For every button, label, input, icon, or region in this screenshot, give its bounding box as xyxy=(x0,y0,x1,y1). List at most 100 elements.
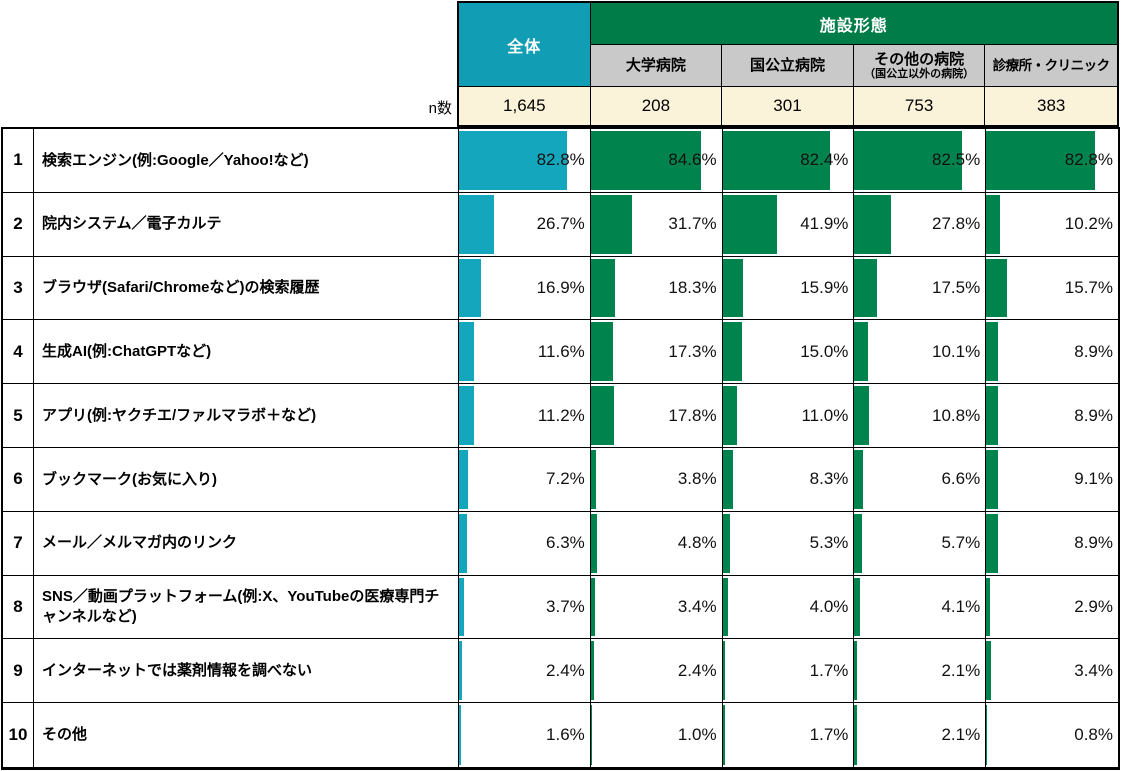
value-label: 3.8% xyxy=(677,469,717,489)
data-cell: 2.1% xyxy=(854,703,987,767)
data-cell: 6.6% xyxy=(854,447,987,512)
data-cell: 18.3% xyxy=(590,256,723,321)
value-label: 2.9% xyxy=(1074,596,1113,616)
value-label: 15.7% xyxy=(1064,277,1113,297)
data-cell: 3.4% xyxy=(590,575,723,640)
value-bar xyxy=(590,322,614,382)
value-bar xyxy=(590,705,593,765)
value-label: 10.1% xyxy=(931,341,981,361)
data-cell: 4.1% xyxy=(854,575,987,640)
row-rank: 6 xyxy=(3,447,34,512)
value-bar xyxy=(590,449,596,509)
table-body: 1 検索エンジン(例:Google／Yahoo!など) 82.8% 84.6% 82.4… xyxy=(1,127,1120,770)
row-label: その他 xyxy=(34,703,459,767)
value-label: 3.4% xyxy=(677,596,717,616)
value-label: 84.6% xyxy=(668,150,717,170)
data-cell: 15.0% xyxy=(722,320,855,385)
value-bar xyxy=(590,386,615,445)
value-label: 1.0% xyxy=(677,725,717,745)
data-cell: 5.3% xyxy=(722,511,855,576)
value-bar xyxy=(722,641,725,701)
data-cell: 8.9% xyxy=(986,320,1118,385)
value-bar xyxy=(590,194,633,254)
data-cell: 0.8% xyxy=(986,703,1118,767)
n-value-university-hospital: 208 xyxy=(590,87,723,125)
value-label: 82.4% xyxy=(800,150,849,170)
data-cell: 82.5% xyxy=(854,129,987,193)
data-cell: 3.8% xyxy=(590,447,723,512)
row-rank: 8 xyxy=(3,575,34,640)
value-label: 3.7% xyxy=(546,596,585,616)
row-rank: 5 xyxy=(3,384,34,448)
value-label: 8.9% xyxy=(1074,405,1113,425)
row-rank: 2 xyxy=(3,192,34,257)
value-bar xyxy=(854,131,963,190)
data-cell: 16.9% xyxy=(459,256,591,321)
data-cell: 9.1% xyxy=(986,447,1118,512)
value-bar xyxy=(854,577,860,637)
value-bar xyxy=(722,386,737,445)
value-bar xyxy=(986,258,1007,318)
row-rank: 9 xyxy=(3,639,34,704)
value-label: 11.2% xyxy=(537,405,585,425)
value-bar xyxy=(986,577,990,637)
data-cell: 5.7% xyxy=(854,511,987,576)
data-cell: 17.3% xyxy=(590,320,723,385)
table-header: 全体 施設形態 大学病院 国公立病院 その他の病院 （国公立以外の病院） 診療所… xyxy=(457,1,1119,127)
value-label: 10.8% xyxy=(931,405,981,425)
value-label: 11.6% xyxy=(537,341,585,361)
value-label: 31.7% xyxy=(668,214,717,234)
data-cell: 3.4% xyxy=(986,639,1118,704)
row-label: 院内システム／電子カルテ xyxy=(34,192,459,257)
value-bar xyxy=(590,258,615,318)
n-count-label: n数 xyxy=(428,100,452,117)
row-rank: 7 xyxy=(3,511,34,576)
header-other-hospital-main: その他の病院 xyxy=(874,50,965,68)
value-label: 41.9% xyxy=(800,214,849,234)
value-bar xyxy=(986,386,998,445)
value-label: 82.5% xyxy=(931,150,981,170)
value-bar xyxy=(722,513,730,573)
data-cell: 10.8% xyxy=(854,384,987,448)
value-label: 5.3% xyxy=(809,533,849,553)
value-bar xyxy=(722,258,744,318)
data-cell: 1.0% xyxy=(590,703,723,767)
header-clinic: 診療所・クリニック xyxy=(985,45,1117,87)
value-bar xyxy=(854,322,868,382)
row-label: メール／メルマガ内のリンク xyxy=(34,511,459,576)
n-value-clinic: 383 xyxy=(985,87,1117,125)
data-cell: 17.8% xyxy=(590,384,723,448)
n-value-overall: 1,645 xyxy=(459,87,591,125)
data-cell: 15.7% xyxy=(986,256,1118,321)
data-cell: 4.0% xyxy=(722,575,855,640)
value-label: 2.4% xyxy=(546,660,585,680)
header-university-hospital: 大学病院 xyxy=(590,45,723,87)
value-label: 15.0% xyxy=(800,341,849,361)
value-label: 2.4% xyxy=(677,660,717,680)
data-cell: 10.1% xyxy=(854,320,987,385)
value-bar xyxy=(854,386,869,445)
value-bar xyxy=(459,641,463,701)
value-label: 18.3% xyxy=(668,277,717,297)
data-cell: 1.6% xyxy=(459,703,591,767)
header-national-public-hospital: 国公立病院 xyxy=(722,45,854,87)
header-other-hospital: その他の病院 （国公立以外の病院） xyxy=(853,45,986,87)
value-label: 4.1% xyxy=(941,596,981,616)
value-bar xyxy=(459,258,482,318)
row-rank: 10 xyxy=(3,703,34,767)
data-cell: 8.3% xyxy=(722,447,855,512)
value-label: 1.7% xyxy=(809,660,849,680)
data-cell: 2.1% xyxy=(854,639,987,704)
value-bar xyxy=(986,513,998,573)
data-cell: 2.4% xyxy=(459,639,591,704)
data-cell: 8.9% xyxy=(986,384,1118,448)
header-facility-type: 施設形態 xyxy=(590,3,1117,45)
row-rank: 4 xyxy=(3,320,34,385)
row-rank: 1 xyxy=(3,129,34,193)
data-cell: 27.8% xyxy=(854,192,987,257)
value-bar xyxy=(854,194,891,254)
value-bar xyxy=(590,577,596,637)
value-bar xyxy=(459,513,468,573)
value-label: 11.0% xyxy=(801,405,849,425)
value-label: 82.8% xyxy=(536,150,585,170)
